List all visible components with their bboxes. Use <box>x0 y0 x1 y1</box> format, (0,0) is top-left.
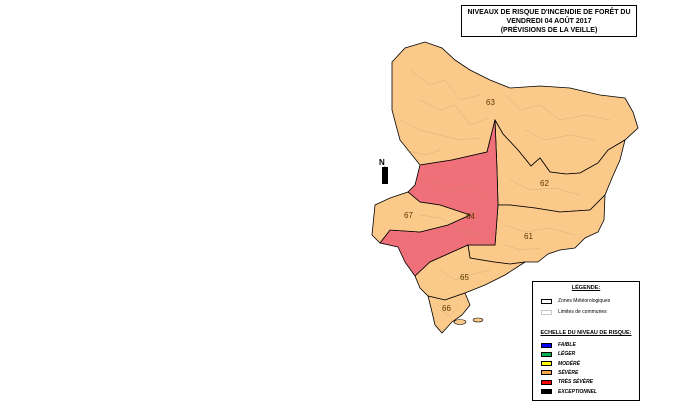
communes-swatch <box>541 309 552 315</box>
title-line-2: vendredi 04 août 2017 <box>506 18 592 25</box>
level-label: Exceptionnel <box>558 388 597 395</box>
island-1 <box>453 319 467 325</box>
legend-scale-title: Echelle du niveau de risque: <box>540 330 632 336</box>
title-line-1: Niveaux de risque d'incendie de forêt du <box>467 9 631 16</box>
north-arrow: N <box>378 158 392 186</box>
zone-label-63: 63 <box>486 98 495 107</box>
level-label: Léger <box>558 351 576 358</box>
zone-label-66: 66 <box>442 304 451 313</box>
legend-level-row: Léger <box>541 351 575 357</box>
zone-66-area[interactable] <box>427 292 471 334</box>
zones-swatch <box>541 298 552 304</box>
level-swatch <box>541 361 552 367</box>
zone-label-61: 61 <box>524 232 533 241</box>
map-title-box: Niveaux de risque d'incendie de forêt du… <box>461 5 637 37</box>
level-label: Faible <box>558 342 576 348</box>
legend-level-row: Faible <box>541 342 576 348</box>
zone-label-62: 62 <box>540 179 549 188</box>
legend-level-row: Très sévère <box>541 379 593 385</box>
zone-label-64: 64 <box>466 212 475 221</box>
zone-label-67: 67 <box>404 211 413 220</box>
north-label: N <box>379 158 385 167</box>
legend-title: Légende: <box>571 285 601 291</box>
level-swatch <box>541 370 552 376</box>
legend-level-row: Modéré <box>541 361 580 367</box>
level-swatch <box>541 389 552 394</box>
level-label: Très sévère <box>558 379 594 386</box>
legend-row-communes: Limites de communes <box>541 309 607 315</box>
zone-label-65: 65 <box>460 273 469 282</box>
title-line-3: (Prévisions de la Veille) <box>500 27 598 34</box>
legend-communes-label: Limites de communes <box>558 309 607 315</box>
legend-level-row: Exceptionnel <box>541 389 597 395</box>
north-arrow-icon <box>382 166 388 184</box>
level-label: Sévère <box>558 369 579 376</box>
legend-box: Légende: Zones Météorologiques Limites d… <box>532 281 640 401</box>
legend-zones-label: Zones Météorologiques <box>558 298 611 304</box>
zone-67-area[interactable] <box>371 191 472 244</box>
legend-row-zones: Zones Météorologiques <box>541 298 610 304</box>
island-2 <box>472 317 484 323</box>
commune-boundaries <box>399 69 611 317</box>
legend-level-row: Sévère <box>541 370 578 376</box>
level-swatch <box>541 351 552 357</box>
level-swatch <box>541 342 552 348</box>
level-swatch <box>541 379 552 385</box>
level-label: Modéré <box>558 360 580 367</box>
